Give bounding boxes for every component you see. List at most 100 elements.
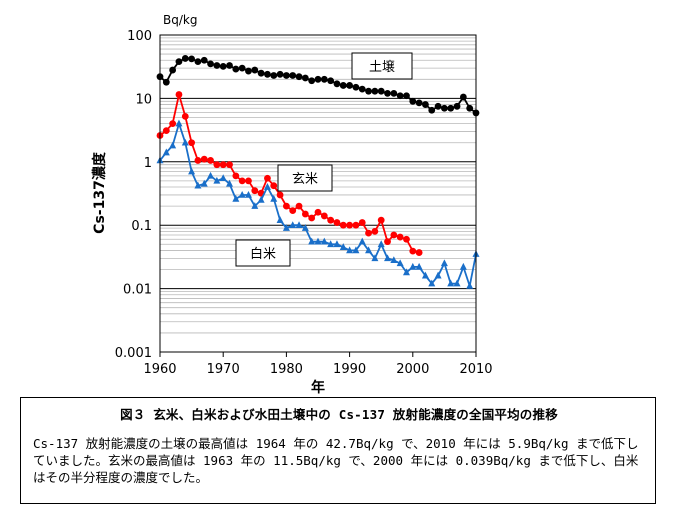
data-point	[352, 221, 360, 229]
data-point	[371, 87, 379, 95]
data-point	[213, 176, 221, 184]
data-point	[409, 262, 417, 270]
data-point	[244, 190, 252, 198]
data-point	[283, 202, 290, 210]
data-point	[377, 87, 385, 95]
data-point	[314, 208, 322, 216]
data-point	[181, 138, 189, 146]
data-point	[295, 73, 303, 81]
data-point	[194, 58, 202, 66]
data-point	[384, 89, 391, 97]
data-point	[245, 67, 252, 75]
label-white-rice-text: 白米	[250, 246, 276, 262]
data-point	[333, 80, 341, 88]
data-point	[270, 72, 278, 79]
data-point	[339, 82, 347, 89]
data-point	[219, 62, 227, 70]
label-brown-rice: 玄米	[277, 164, 333, 192]
data-point	[251, 202, 259, 209]
data-point	[238, 190, 246, 198]
data-point	[219, 161, 227, 169]
data-point	[245, 177, 252, 185]
y-tick-label: 10	[135, 92, 152, 107]
series-0	[156, 55, 480, 117]
data-point	[283, 72, 290, 79]
y-tick-label: 0.1	[131, 219, 152, 234]
data-point	[308, 214, 316, 222]
y-tick-label: 1	[144, 156, 152, 171]
data-point	[327, 77, 335, 85]
y-tick-label: 100	[127, 29, 152, 44]
x-tick-label: 1990	[333, 362, 366, 377]
data-point	[327, 216, 335, 224]
data-point	[320, 212, 328, 220]
data-point	[384, 254, 392, 262]
data-point	[428, 106, 436, 114]
data-point	[459, 93, 467, 101]
data-point	[175, 58, 183, 66]
data-point	[333, 240, 341, 248]
data-point	[188, 167, 196, 175]
data-point	[264, 174, 271, 182]
data-point	[194, 181, 202, 189]
data-point	[181, 55, 189, 62]
data-point	[213, 161, 221, 169]
data-point	[346, 82, 353, 89]
data-point	[390, 256, 398, 264]
data-point	[251, 66, 259, 74]
data-point	[415, 262, 423, 270]
data-point	[314, 237, 322, 245]
data-point	[175, 91, 183, 98]
data-point	[169, 141, 177, 149]
grid-lines	[160, 37, 476, 353]
data-point	[207, 171, 215, 179]
data-point	[276, 191, 284, 199]
data-point	[301, 210, 309, 218]
data-point	[169, 66, 177, 74]
data-point	[327, 240, 335, 248]
data-point	[301, 224, 309, 231]
data-point	[320, 237, 328, 245]
label-soil-text: 土壌	[369, 60, 395, 75]
data-point	[421, 271, 429, 279]
data-point	[289, 221, 297, 228]
data-point	[358, 237, 366, 245]
data-point	[447, 279, 455, 287]
data-point	[346, 221, 353, 229]
data-point	[434, 271, 442, 279]
data-point	[226, 62, 233, 69]
data-point	[226, 161, 233, 169]
data-point	[251, 187, 259, 195]
data-point	[207, 157, 214, 164]
data-point	[339, 243, 347, 250]
data-point	[263, 183, 271, 190]
x-tick-label: 1960	[143, 362, 176, 377]
data-point	[162, 148, 170, 156]
x-tick-label: 1980	[270, 362, 303, 377]
label-soil: 土壌	[351, 52, 413, 80]
data-point	[181, 113, 189, 120]
y-tick-label: 0.01	[123, 283, 152, 298]
data-point	[264, 70, 271, 78]
data-point	[257, 69, 265, 77]
data-point	[308, 77, 316, 85]
data-point	[358, 219, 366, 226]
data-point	[377, 240, 385, 248]
data-point	[320, 75, 328, 83]
data-point	[352, 83, 360, 91]
data-point	[289, 72, 297, 79]
data-point	[434, 102, 442, 110]
data-point	[415, 99, 423, 107]
data-point	[188, 55, 196, 63]
data-point	[257, 195, 265, 203]
y-unit-label: Bq/kg	[163, 13, 197, 27]
data-point	[270, 182, 278, 190]
data-point	[371, 227, 379, 235]
data-point	[232, 172, 240, 180]
caption-title: 図３ 玄米、白米および水田土壌中の Cs-137 放射能濃度の全国平均の推移	[120, 407, 558, 422]
data-point	[219, 174, 227, 182]
data-point	[453, 279, 461, 287]
data-point	[200, 56, 208, 64]
data-point	[441, 104, 448, 112]
data-point	[232, 65, 240, 73]
